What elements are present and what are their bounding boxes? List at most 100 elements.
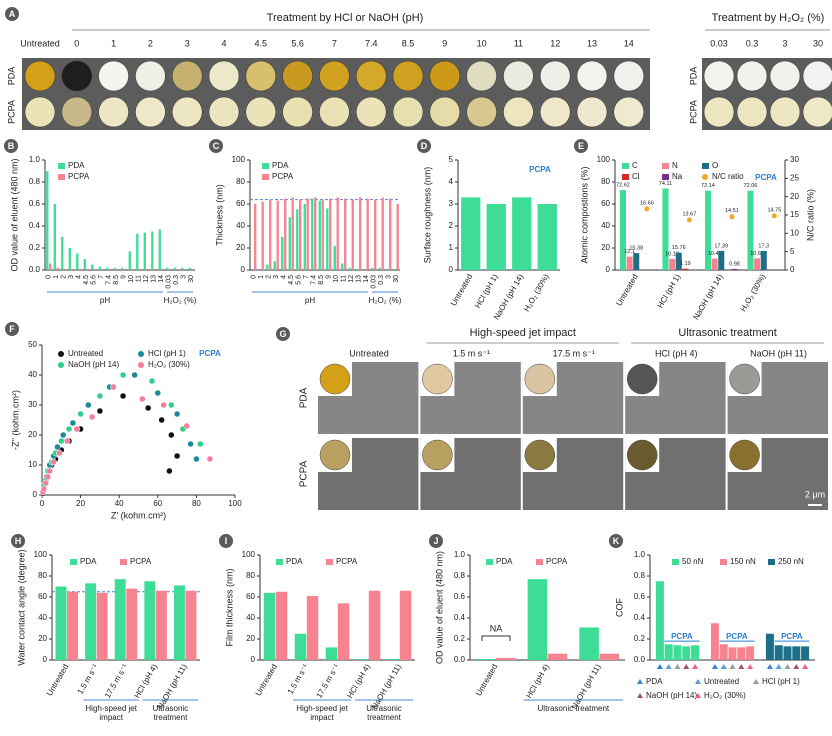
bar — [399, 590, 412, 660]
point — [139, 395, 146, 403]
bar — [633, 253, 640, 270]
bar — [113, 267, 116, 270]
bar — [475, 658, 496, 660]
sample-photo — [135, 96, 166, 128]
data-label: 17.39 — [714, 243, 728, 249]
legend-label: PCPA — [546, 557, 568, 566]
annotation: PCPA — [781, 632, 803, 641]
panel-letter: I — [225, 536, 228, 546]
scale-bar-label: 2 μm — [805, 489, 825, 499]
data-label: 10.13 — [665, 251, 679, 257]
bar — [136, 233, 139, 270]
column-label: 2 — [148, 38, 153, 48]
group-header: High-speed jet impact — [470, 327, 576, 339]
y-tick-label: 0 — [790, 265, 795, 274]
x-tick-label: 4.5 — [288, 275, 295, 285]
data-label: 16.66 — [640, 200, 654, 206]
bar — [71, 268, 74, 270]
legend-label: Untreated — [704, 677, 739, 686]
y-tick-label: 0.4 — [454, 613, 466, 622]
bar — [46, 171, 49, 270]
point — [729, 214, 735, 220]
x-tick-label: Untreated — [45, 663, 70, 698]
point — [54, 443, 61, 451]
bar — [173, 267, 176, 270]
legend-swatch — [58, 163, 65, 169]
sample-photo — [355, 96, 387, 128]
y-tick-label: 20 — [246, 634, 255, 643]
y-tick-label: 40 — [38, 613, 47, 622]
bar — [655, 581, 664, 660]
bar — [169, 268, 172, 270]
data-label: 12.1 — [624, 249, 635, 255]
x-tick-label: 14 — [363, 275, 370, 283]
y-tick-label: 80 — [601, 177, 610, 186]
bar — [96, 592, 108, 660]
legend-label: PCPA — [272, 172, 294, 181]
x-tick-label: 11 — [136, 275, 143, 282]
sample-photo — [208, 60, 240, 92]
sample-photo — [466, 96, 497, 128]
legend-swatch — [622, 163, 629, 169]
row-label: PDA — [6, 67, 16, 86]
legend-label: 150 nN — [730, 557, 756, 566]
legend-label: PDA — [272, 161, 289, 170]
bar — [662, 188, 669, 270]
legend-label: 250 nN — [778, 557, 804, 566]
y-tick-label: 1.0 — [454, 550, 466, 559]
bar — [79, 268, 82, 270]
bar — [337, 603, 350, 660]
legend-swatch — [702, 163, 709, 169]
point — [73, 425, 80, 433]
y-tick-label: 80 — [236, 177, 245, 186]
y-tick-label: 0 — [606, 265, 611, 274]
x-tick-label: 2 — [61, 275, 68, 279]
sample-photo — [576, 60, 608, 92]
bar — [374, 199, 377, 270]
sample-photo — [245, 60, 277, 92]
legend-swatch — [622, 174, 629, 180]
y-axis-label: Thickness (nm) — [214, 184, 224, 246]
sample-photo — [171, 60, 203, 92]
x-tick-label: 8.5 — [113, 275, 120, 285]
bar — [792, 646, 801, 660]
panel-letter: D — [421, 141, 428, 151]
bar — [664, 644, 673, 660]
x-tick-label: 12 — [348, 275, 355, 283]
y-tick-label: 60 — [236, 199, 245, 208]
bar — [188, 267, 191, 270]
bar — [98, 266, 101, 270]
bar — [754, 258, 761, 270]
column-label: 7 — [332, 38, 337, 48]
point — [44, 473, 52, 481]
point — [154, 389, 162, 397]
column-label: Untreated — [349, 348, 389, 358]
legend-label: H₂O₂ (30%) — [148, 360, 190, 369]
x-tick-label: 0 — [40, 499, 45, 508]
bar — [682, 646, 691, 660]
legend-marker — [702, 174, 708, 180]
legend-swatch — [262, 163, 269, 169]
y-tick-label: 0.2 — [454, 634, 466, 643]
data-label: 10.47 — [708, 251, 722, 257]
point — [42, 479, 50, 487]
data-label: 13.67 — [682, 211, 696, 217]
bar — [386, 268, 389, 270]
data-label: 10.60 — [750, 251, 764, 257]
y-tick-label: 1 — [449, 243, 454, 252]
legend-swatch — [326, 559, 333, 565]
bar — [579, 627, 599, 660]
y-tick-label: 0.4 — [634, 613, 646, 622]
sample-photo — [61, 96, 93, 128]
legend-label: NaOH (pH 14) — [68, 360, 119, 369]
bar — [675, 252, 682, 270]
legend-label: PDA — [68, 161, 85, 170]
y-tick-label: 0.8 — [29, 177, 41, 186]
legend-swatch — [70, 559, 77, 565]
bar — [261, 201, 264, 270]
group-label: pH — [100, 296, 110, 305]
column-label: 30 — [813, 38, 823, 48]
y-tick-label: 20 — [601, 243, 610, 252]
header: Treatment by HCl or NaOH (pH) — [267, 12, 424, 24]
bar — [64, 268, 67, 270]
